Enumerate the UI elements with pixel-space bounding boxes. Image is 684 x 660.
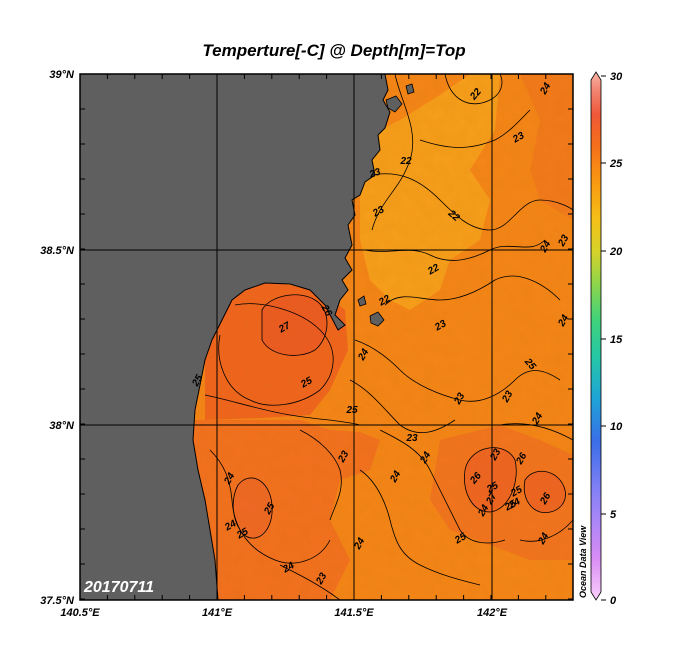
island <box>405 83 415 95</box>
contour-label: 23 <box>367 166 383 181</box>
contour-label: 24 <box>222 518 238 534</box>
contour-label: 24 <box>418 450 434 466</box>
island <box>357 295 367 307</box>
y-tick-label: 37.5°N <box>40 595 75 607</box>
contour-label: 26 <box>318 302 334 318</box>
contour-label: 24 <box>388 469 404 485</box>
colorbar-tick-label: 20 <box>609 246 623 258</box>
y-tick-label: 38.5°N <box>40 245 75 257</box>
contour-label: 25 <box>234 526 250 542</box>
colorbar-tick-label: 0 <box>610 595 617 607</box>
colorbar-bar <box>590 71 602 601</box>
contour-label: 23 <box>314 571 330 587</box>
contour-label: 25 <box>502 498 518 514</box>
odv-watermark: Ocean Data View <box>578 525 588 598</box>
contour-label: 24 <box>530 411 546 427</box>
x-tick-label: 141.5°E <box>334 607 374 619</box>
contour-label: 25 <box>262 501 278 517</box>
contour-label: 24 <box>538 81 554 97</box>
contour-label: 23 <box>556 233 572 249</box>
x-axis-labels: 140.5°E 141°E 141.5°E 142°E <box>60 607 507 619</box>
contour-label: 24 <box>476 503 492 519</box>
island <box>369 311 385 327</box>
contour-label: 22 <box>399 156 412 167</box>
contour-label: 24 <box>506 496 522 512</box>
contour-label: 25 <box>345 405 358 416</box>
contour-label: 23 <box>500 389 516 405</box>
contour-label: 23 <box>336 449 352 465</box>
island <box>385 95 403 113</box>
contour-label: 24 <box>556 313 572 329</box>
colorbar-tick-label: 25 <box>609 158 623 170</box>
contour-label: 24 <box>280 560 296 576</box>
contour-label: 23 <box>452 391 468 407</box>
chart-title: Temperture[-C] @ Depth[m]=Top <box>202 41 465 60</box>
contour-label: 25 <box>508 484 524 500</box>
contour-label: 25 <box>484 480 500 496</box>
graticule <box>80 74 573 600</box>
y-axis-labels: 39°N 38.5°N 38°N 37.5°N <box>40 69 75 607</box>
contour-label: 22 <box>425 262 441 278</box>
x-tick-label: 140.5°E <box>60 607 100 619</box>
contour-label: 22 <box>376 293 392 309</box>
contour-label: 23 <box>405 433 418 444</box>
colorbar: 30 25 20 15 10 5 0 <box>590 71 623 607</box>
contour-label: 25 <box>452 531 468 547</box>
contour-label: 25 <box>298 375 314 391</box>
contour-label: 23 <box>432 318 448 334</box>
contour-label: 24 <box>222 471 238 487</box>
contour-label: 24 <box>352 536 368 552</box>
colorbar-tick-label: 15 <box>610 334 623 346</box>
y-tick-label: 38°N <box>49 420 75 432</box>
colorbar-ticks <box>601 75 606 601</box>
y-tick-label: 39°N <box>49 69 75 81</box>
colorbar-tick-label: 30 <box>610 71 623 83</box>
contour-label: 24 <box>538 239 554 255</box>
land-mass <box>80 74 391 600</box>
x-tick-label: 141°E <box>202 607 233 619</box>
contour-label: 25 <box>190 373 206 389</box>
contour-label: 23 <box>510 130 526 146</box>
colorbar-tick-label: 10 <box>610 421 623 433</box>
colorbar-tick-label: 5 <box>610 509 617 521</box>
date-stamp: 20170711 <box>83 579 154 596</box>
contour-label: 26 <box>538 491 554 507</box>
contour-label: 24 <box>536 531 552 547</box>
contour-label: 27 <box>276 320 292 336</box>
contour-label: 23 <box>370 204 386 220</box>
contour-label: 26 <box>514 451 530 467</box>
x-tick-label: 142°E <box>477 607 508 619</box>
contour-lines <box>204 74 573 600</box>
frame-ticks <box>79 73 573 600</box>
contour-label: 24 <box>356 347 372 363</box>
